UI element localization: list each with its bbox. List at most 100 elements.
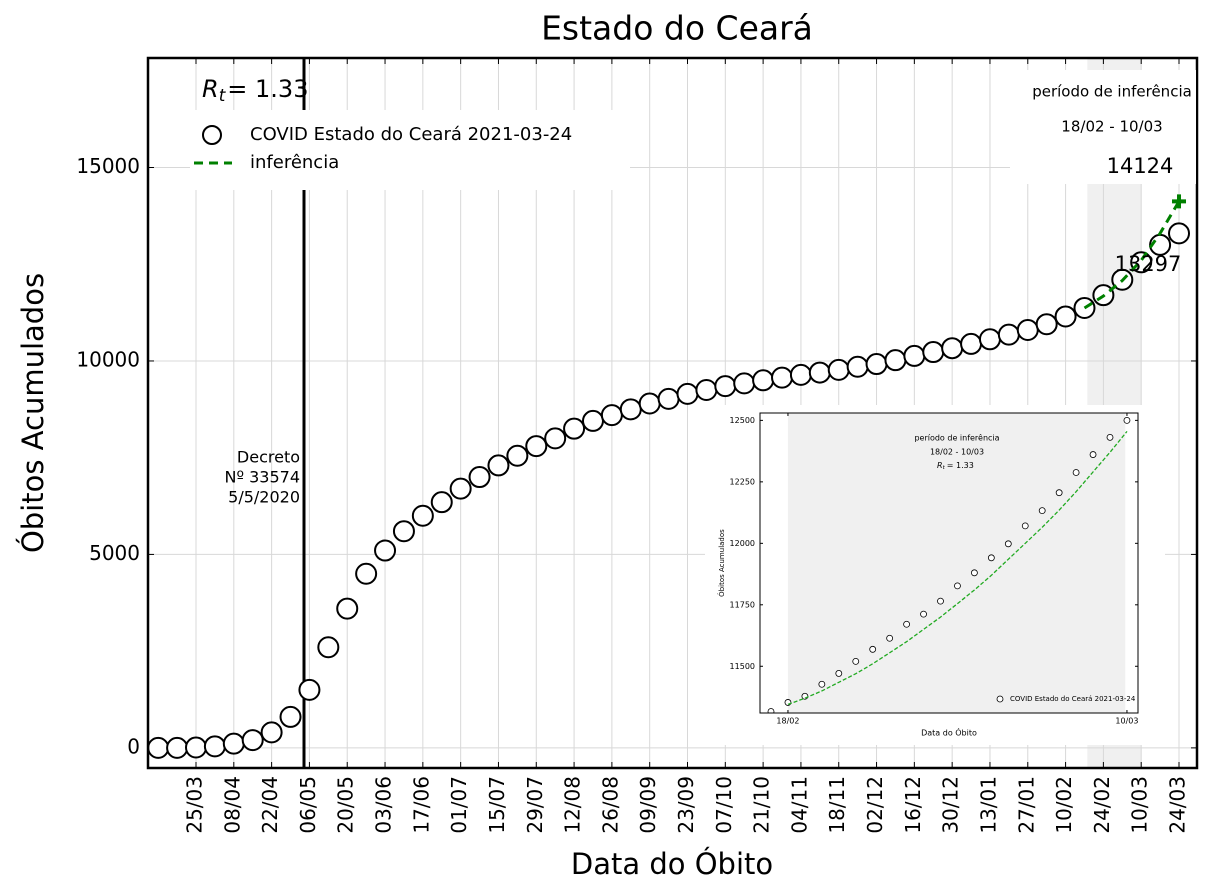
data-point xyxy=(241,729,264,752)
rt-label: Rt= 1.33 xyxy=(937,461,974,471)
x-tick-label: 17/06 xyxy=(409,776,433,834)
data-point xyxy=(808,361,831,384)
inset-legend-marker xyxy=(996,695,1004,703)
y-tick-label: 10000 xyxy=(76,347,140,371)
data-point xyxy=(827,358,850,381)
rt-symbol: R xyxy=(202,75,219,103)
data-point xyxy=(752,369,775,392)
x-tick-label: 18/02 xyxy=(776,717,799,726)
data-point xyxy=(954,582,961,590)
data-point xyxy=(886,634,894,642)
fit-line xyxy=(1083,200,1181,310)
legend-marker xyxy=(202,125,222,145)
y-tick-label: 11500 xyxy=(730,662,755,671)
x-tick-label: 13/01 xyxy=(976,776,1000,834)
x-tick-label: 25/03 xyxy=(183,776,207,834)
data-point xyxy=(922,341,945,364)
x-tick-label: 08/04 xyxy=(220,776,244,834)
data-point xyxy=(468,466,491,489)
x-tick-label: 10/03 xyxy=(1115,717,1138,726)
rt-symbol: R xyxy=(937,461,943,470)
x-tick-label: 10/03 xyxy=(1128,776,1152,834)
data-point xyxy=(1106,433,1114,441)
data-point xyxy=(733,372,756,395)
data-point xyxy=(884,349,907,372)
x-tick-label: 12/08 xyxy=(561,776,585,834)
annotation: 5/5/2020 xyxy=(228,488,300,507)
data-point xyxy=(525,435,548,458)
data-point xyxy=(818,680,826,688)
data-point xyxy=(222,732,245,755)
legend-box xyxy=(190,110,630,190)
data-point xyxy=(185,736,207,759)
data-point xyxy=(600,404,623,427)
x-tick-label: 18/11 xyxy=(825,776,849,834)
annotation: 13297 xyxy=(1115,252,1182,276)
x-tick-label: 23/09 xyxy=(674,776,698,834)
data-point xyxy=(960,332,983,355)
inset-x-label: Data do Óbito xyxy=(921,727,977,738)
x-tick-label: 22/04 xyxy=(258,776,282,834)
x-tick-label: 04/11 xyxy=(787,776,811,834)
fit-line xyxy=(787,430,1128,706)
rt-label: Rt= 1.33 xyxy=(202,75,308,105)
data-point xyxy=(997,323,1020,346)
x-tick-label: 24/02 xyxy=(1090,776,1114,834)
y-tick-label: 12000 xyxy=(730,539,755,548)
inset-y-label: Óbitos Acumulados xyxy=(717,529,726,597)
y-tick-label: 5000 xyxy=(89,541,140,565)
data-point xyxy=(676,382,699,405)
data-point xyxy=(374,539,397,562)
data-point xyxy=(971,569,978,577)
data-point xyxy=(846,355,869,378)
annotation: 14124 xyxy=(1107,154,1174,178)
annotation: Decreto xyxy=(237,448,300,467)
inset-annotation: 18/02 - 10/03 xyxy=(930,448,984,457)
data-point xyxy=(544,427,567,450)
data-point xyxy=(355,562,378,585)
data-point xyxy=(865,353,888,376)
data-point xyxy=(1004,540,1012,548)
annotation: 18/02 - 10/03 xyxy=(1061,118,1162,136)
inference-end-marker xyxy=(1172,194,1187,209)
rt-text: = 1.33 xyxy=(947,461,974,470)
inset-legend-label: COVID Estado do Ceará 2021-03-24 xyxy=(1010,695,1136,703)
data-point xyxy=(317,636,340,659)
data-point xyxy=(487,454,510,477)
data-point xyxy=(835,670,843,677)
x-tick-label: 29/07 xyxy=(523,776,547,834)
data-point xyxy=(903,344,926,367)
data-point xyxy=(784,699,792,706)
y-tick-label: 15000 xyxy=(76,154,140,178)
inset-annotation: período de inferência xyxy=(914,433,999,443)
data-point xyxy=(1123,416,1131,424)
data-point xyxy=(903,620,910,628)
y-tick-label: 12250 xyxy=(730,477,755,486)
x-tick-label: 30/12 xyxy=(939,776,963,834)
data-point xyxy=(1038,507,1046,515)
y-axis-label: Óbitos Acumulados xyxy=(16,273,50,553)
data-point xyxy=(203,735,226,758)
x-tick-label: 26/08 xyxy=(598,776,622,834)
data-point xyxy=(978,328,1001,351)
data-point xyxy=(987,554,995,562)
x-axis-label: Data do Óbito xyxy=(571,847,773,881)
y-tick-label: 11750 xyxy=(730,600,755,609)
y-tick-label: 0 xyxy=(127,734,140,758)
legend-label: inferência xyxy=(250,152,339,173)
data-point xyxy=(771,366,794,389)
chart-title: Estado do Ceará xyxy=(541,9,813,48)
data-point xyxy=(657,387,680,410)
annotation-box xyxy=(1010,70,1196,184)
data-point xyxy=(260,721,283,744)
data-point xyxy=(336,597,359,620)
rt-subscript: t xyxy=(219,85,227,105)
x-tick-label: 07/10 xyxy=(712,776,736,834)
data-point xyxy=(920,610,927,618)
inset-plot: 11500 11750 12000 12250 12500 18/02 10/03 Data … xyxy=(705,405,1165,745)
data-point xyxy=(714,375,737,398)
data-point xyxy=(449,477,472,500)
data-point xyxy=(166,736,189,759)
x-tick-label: 15/07 xyxy=(485,776,509,834)
x-tick-label: 03/06 xyxy=(372,776,396,834)
